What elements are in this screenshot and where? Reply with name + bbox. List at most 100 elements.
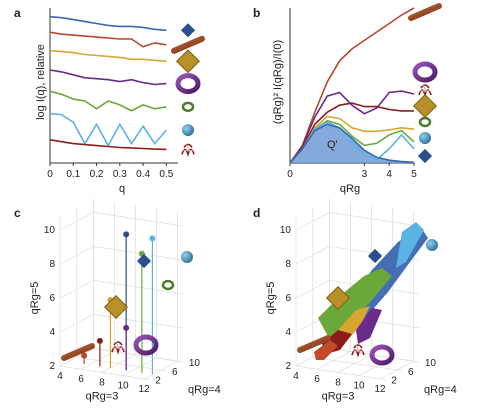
panel-d-y-tick-label: 6 [285,293,291,304]
panel-d-grid-line [295,212,419,231]
panel-b-series-line-2 [289,102,414,164]
panel-d-cluster-purple-torus [356,308,382,344]
panel-c-x-tick-label: 12 [138,384,150,395]
panel-b-qprime-annotation: Q' [327,139,338,151]
panel-a-brown-rod-icon [171,35,205,54]
panel-c-x-tick-label: 10 [117,381,129,392]
panel-c-grid-line [59,314,183,333]
panel-c-y-label: qRg=5 [29,282,41,315]
panel-b-x-label: qRg [340,183,360,195]
panel-c-grid-line [59,212,183,231]
panel-d-y-tick-label: 2 [285,361,291,372]
panel-c-grid-line [59,216,150,380]
panel-b-y-label: (qRg)² I(qRg)/I(0) [272,40,284,124]
panel-a-series-line-6 [49,139,167,151]
panel-d-blue-sphere-icon [426,239,438,251]
panel-label-b: b [253,6,260,20]
panel-a-series-line-5 [49,112,168,148]
panel-c-x-tick-label: 4 [57,371,63,382]
panel-b-blue-diamond-icon [417,148,433,164]
panel-b-green-ring-icon [418,116,432,128]
panel-b-series-line-1 [289,90,415,164]
panel-d-x-tick-label: 4 [293,371,299,382]
panel-a-chart: log I(q), relative q 0 0.1 0.2 0.3 0.4 0.5 [35,8,205,195]
panel-a-series-line-0 [49,15,167,32]
panel-d-x-tick-label: 12 [374,384,386,395]
panel-d-grid-line [312,207,403,372]
panel-a-series-line-4 [49,90,167,112]
panel-d-y-tick-label: 4 [285,327,291,338]
panel-d-cluster-brown-rod [314,340,338,360]
panel-b-red-coil-icon [418,84,432,98]
panel-d-red-coil-icon [351,344,365,358]
panel-c-z-label: qRg=4 [188,384,221,396]
panel-d-z-tick-label: 2 [391,376,397,387]
panel-label-c: c [14,206,21,220]
panel-a-series-line-2 [49,49,167,63]
panel-c-grid-line [76,207,167,372]
panel-label-a: a [14,6,21,20]
panel-b-series-line-6 [289,123,415,164]
panel-b-purple-torus-icon [412,61,438,83]
panel-b-x-tick-label: 4 [386,169,392,180]
panel-c-z-tick-label: 2 [155,376,161,387]
panel-a-purple-torus-icon [175,73,201,95]
panel-c-point-brown-rod [81,352,88,359]
panel-a-series-line-1 [49,31,167,48]
panel-a-x-label: q [119,183,125,195]
panel-c-x-tick-label: 6 [78,374,84,385]
panel-c-point-purple-torus [123,324,130,331]
panel-d-cluster-green-ring [318,268,392,340]
panel-b-blue-sphere-icon [419,132,431,144]
panel-d-purple-torus-icon [369,344,395,366]
panel-b-gold-diamond-icon [412,93,438,119]
panel-c-grid-line [59,246,183,265]
panel-c-point-red-coil [96,337,103,344]
panel-c-x-label: qRg=3 [86,390,119,402]
panel-b-brown-rod-icon [408,3,442,21]
panel-d-y-label: qRg=5 [265,282,277,315]
panel-c-point-blue-sphere [149,235,156,242]
panel-c-green-ring-icon [161,279,175,291]
panel-a-x-tick-label: 0.1 [66,169,80,180]
panel-a-x-tick-label: 0.5 [159,169,173,180]
panel-d-z-label: qRg=4 [424,384,457,396]
panel-label-d: d [253,206,260,220]
panel-d-x-tick-label: 10 [353,381,365,392]
panel-c-brown-rod-icon [61,343,95,361]
panel-c-x-tick-label: 8 [99,377,105,388]
panel-d-x-label: qRg=3 [322,390,355,402]
panel-a-blue-diamond-icon [180,23,196,38]
panel-a-y-label: log I(q), relative [35,44,47,120]
panel-d-x-tick-label: 6 [314,374,320,385]
panel-b-chart: (qRg)² I(qRg)/I(0) qRg 0 3 4 5 Q' [272,3,442,195]
panel-c-y-tick-label: 10 [44,225,56,236]
panel-a-red-coil-icon [181,143,195,158]
panel-b-shaded-area [290,124,414,163]
panel-c-gold-diamond-icon [103,294,129,320]
panel-a-gold-diamond-icon [175,49,201,74]
panel-d-brown-rod-icon [297,335,331,353]
panel-c-z-tick-label: 6 [172,367,178,378]
panel-d-x-tick-label: 8 [335,377,341,388]
panel-c-grid-line [80,202,115,370]
panel-a-x-tick-label: 0.3 [113,169,127,180]
panel-a-x-tick-label: 0 [47,169,53,180]
panel-a-blue-sphere-icon [182,124,194,137]
panel-b-x-tick-label: 0 [287,169,293,180]
panel-b-series-line-0 [289,7,415,164]
panel-c-purple-torus-icon [133,334,159,356]
panel-a-x-tick-label: 0.4 [136,169,150,180]
panel-d-cluster-blue-sphere [396,222,424,268]
panel-c-z-tick-label: 10 [189,358,201,369]
panel-c-y-tick-label: 8 [49,259,55,270]
panel-c-blue-diamond-icon [136,253,152,269]
panel-d-z-tick-label: 10 [425,358,437,369]
panel-c-blue-sphere-icon [181,251,193,263]
panel-b-x-tick-label: 5 [411,169,417,180]
panel-a-series-line-3 [49,69,167,86]
panel-c-y-tick-label: 4 [49,327,55,338]
